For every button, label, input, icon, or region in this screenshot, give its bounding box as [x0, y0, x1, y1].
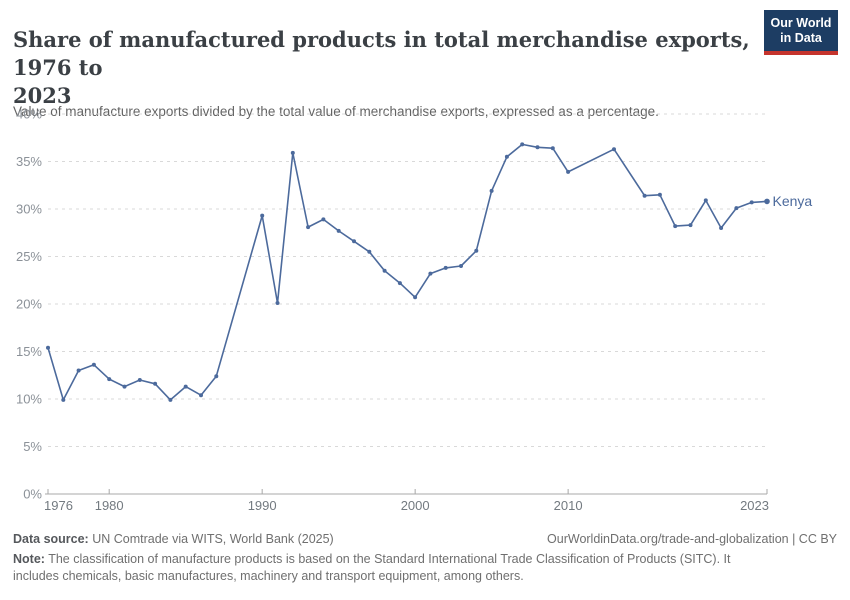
logo-line-2: in Data	[780, 31, 822, 45]
data-point-1994[interactable]	[321, 217, 326, 222]
data-point-2019[interactable]	[703, 198, 708, 203]
data-point-1977[interactable]	[61, 397, 66, 402]
x-tick-label-2000: 2000	[401, 498, 430, 513]
logo-line-1: Our World	[770, 16, 832, 30]
owid-url-link[interactable]: OurWorldinData.org/trade-and-globalizati…	[547, 532, 837, 546]
y-tick-label-5%: 5%	[23, 439, 42, 454]
footer: Data source: UN Comtrade via WITS, World…	[13, 532, 837, 585]
footer-note: Note: The classification of manufacture …	[13, 551, 755, 585]
data-point-2010[interactable]	[566, 169, 571, 174]
data-point-1993[interactable]	[306, 225, 311, 230]
data-point-1991[interactable]	[275, 301, 280, 305]
x-tick-label-2010: 2010	[554, 498, 583, 513]
page-title: Share of manufactured products in total …	[13, 26, 773, 110]
data-point-1998[interactable]	[382, 268, 387, 273]
data-point-1976[interactable]	[46, 345, 50, 350]
data-point-2016[interactable]	[657, 192, 662, 197]
data-point-1996[interactable]	[352, 239, 356, 244]
data-point-2017[interactable]	[673, 224, 678, 229]
data-source-text: UN Comtrade via WITS, World Bank (2025)	[88, 532, 334, 546]
data-point-2021[interactable]	[734, 206, 739, 211]
data-point-2002[interactable]	[443, 265, 448, 270]
y-tick-label-35%: 35%	[16, 154, 42, 169]
data-point-2003[interactable]	[459, 264, 463, 268]
data-point-1982[interactable]	[137, 378, 142, 382]
data-point-2000[interactable]	[413, 295, 418, 300]
chart: 0% 5% 10% 15% 20% 25% 30% 35% 40% 1976 1980 1990 200…	[16, 107, 813, 514]
data-point-1981[interactable]	[122, 384, 127, 389]
x-tick-label-1980: 1980	[95, 498, 124, 513]
data-point-2015[interactable]	[642, 193, 647, 198]
data-point-1995[interactable]	[336, 228, 341, 233]
title-line-1: Share of manufactured products in total …	[13, 27, 750, 81]
x-tick-label-1990: 1990	[248, 498, 277, 513]
data-point-1986[interactable]	[199, 393, 203, 398]
data-point-2005[interactable]	[489, 188, 494, 193]
data-point-2022[interactable]	[749, 200, 754, 205]
chart-subtitle: Value of manufacture exports divided by …	[13, 103, 659, 119]
y-tick-label-25%: 25%	[16, 249, 42, 264]
owid-logo[interactable]: Our World in Data	[764, 10, 838, 55]
data-point-1983[interactable]	[153, 381, 158, 386]
line-series-kenya[interactable]	[47, 143, 768, 401]
data-source-label: Data source:	[13, 532, 89, 546]
data-source: Data source: UN Comtrade via WITS, World…	[13, 532, 334, 546]
data-point-1978[interactable]	[76, 368, 81, 373]
series-label-kenya[interactable]: Kenya	[773, 193, 813, 209]
data-point-2013[interactable]	[612, 147, 616, 152]
data-point-1985[interactable]	[183, 384, 188, 389]
data-point-1999[interactable]	[397, 281, 402, 286]
data-point-1987[interactable]	[214, 374, 219, 379]
data-point-2001[interactable]	[428, 271, 433, 276]
data-point-1980[interactable]	[107, 377, 112, 382]
y-tick-label-15%: 15%	[16, 344, 42, 359]
title-line-2: 2023	[13, 83, 72, 109]
data-point-2008[interactable]	[535, 145, 540, 150]
x-tick-label-1976: 1976	[44, 498, 73, 513]
data-point-2023[interactable]	[764, 198, 770, 205]
y-tick-label-20%: 20%	[16, 297, 42, 312]
y-tick-label-40%: 40%	[16, 107, 42, 122]
y-tick-label-0%: 0%	[23, 487, 42, 502]
data-point-1990[interactable]	[260, 213, 265, 218]
x-tick-label-2023: 2023	[740, 498, 769, 513]
data-point-1979[interactable]	[91, 362, 96, 367]
data-point-2004[interactable]	[474, 248, 479, 253]
y-tick-label-30%: 30%	[16, 202, 42, 217]
note-text: The classification of manufacture produc…	[13, 552, 731, 583]
data-point-2020[interactable]	[719, 226, 724, 230]
data-point-1992[interactable]	[290, 150, 295, 155]
data-point-1984[interactable]	[168, 397, 173, 402]
note-label: Note:	[13, 552, 45, 566]
data-point-2018[interactable]	[688, 223, 693, 228]
y-tick-label-10%: 10%	[16, 392, 42, 407]
footer-link[interactable]: OurWorldinData.org/trade-and-globalizati…	[547, 532, 837, 546]
data-point-2009[interactable]	[550, 146, 555, 151]
data-point-2006[interactable]	[504, 154, 509, 159]
data-point-2007[interactable]	[520, 142, 525, 147]
data-point-1997[interactable]	[367, 249, 372, 254]
